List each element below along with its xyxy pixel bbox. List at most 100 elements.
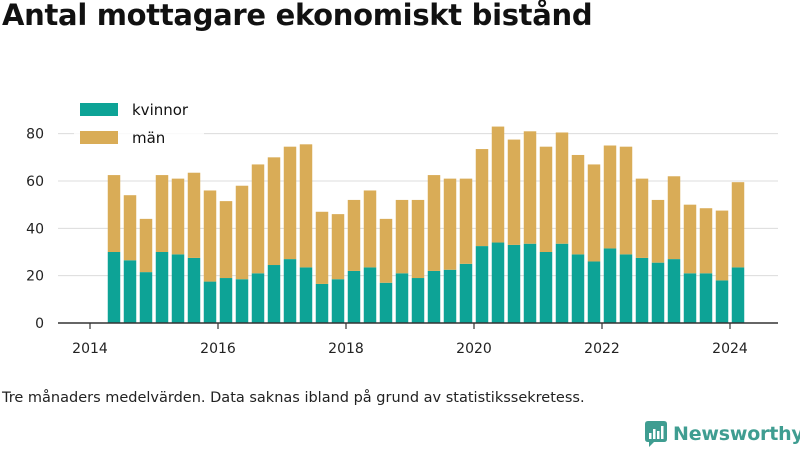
chart-caption: Tre månaders medelvärden. Data saknas ib… (2, 390, 585, 406)
bar-man (507, 139, 521, 245)
bar-man (107, 175, 121, 252)
bar-man (539, 146, 553, 252)
bar-man (331, 214, 345, 280)
bar-kvinnor (619, 254, 633, 323)
brand-name: Newsworthy (673, 423, 800, 445)
bar-kvinnor (155, 252, 169, 323)
bar-man (299, 144, 313, 268)
bar-kvinnor (667, 259, 681, 323)
bar-man (651, 199, 665, 263)
x-tick-label: 2016 (200, 341, 236, 357)
bar-kvinnor (731, 267, 745, 323)
bar-man (523, 131, 537, 244)
bar-kvinnor (267, 265, 281, 323)
bar-man (491, 126, 505, 243)
bar-man (427, 175, 441, 271)
bar-kvinnor (107, 252, 121, 323)
legend-label: kvinnor (132, 101, 189, 119)
bar-man (699, 208, 713, 274)
bar-kvinnor (491, 242, 505, 323)
bar-man (459, 178, 473, 264)
bar-kvinnor (347, 270, 361, 323)
bar-man (603, 145, 617, 249)
bar-kvinnor (683, 273, 697, 323)
bar-kvinnor (715, 280, 729, 323)
bar-kvinnor (443, 269, 457, 323)
bar-man (171, 178, 185, 255)
bar-kvinnor (411, 278, 425, 323)
bar-kvinnor (331, 279, 345, 323)
bar-kvinnor (123, 260, 137, 323)
bar-kvinnor (571, 254, 585, 323)
bar-man (267, 157, 281, 266)
legend: kvinnor män (74, 96, 204, 152)
bar-man (187, 172, 201, 258)
bar-man (123, 195, 137, 261)
bar-man (219, 201, 233, 279)
bar-man (203, 190, 217, 282)
legend-label: män (132, 129, 165, 147)
bar-series (107, 126, 745, 323)
y-tick-label: 0 (35, 316, 44, 332)
chart-title: Antal mottagare ekonomiskt bistånd (2, 0, 593, 32)
bar-man (667, 176, 681, 260)
bar-kvinnor (699, 273, 713, 323)
bar-man (587, 164, 601, 262)
bar-man (315, 211, 329, 284)
bar-man (571, 154, 585, 255)
bar-man (155, 175, 169, 252)
bar-man (235, 185, 249, 280)
bar-kvinnor (379, 282, 393, 323)
bar-man (619, 146, 633, 255)
bar-man (555, 132, 569, 244)
bar-man (379, 218, 393, 283)
x-tick-label: 2022 (584, 341, 620, 357)
bar-kvinnor (427, 270, 441, 323)
bar-kvinnor (603, 248, 617, 323)
bar-kvinnor (171, 254, 185, 323)
bar-kvinnor (251, 273, 265, 323)
bar-man (683, 204, 697, 274)
bar-kvinnor (187, 257, 201, 323)
bar-kvinnor (555, 243, 569, 323)
bar-kvinnor (363, 267, 377, 323)
newsworthy-logo-icon (645, 421, 667, 447)
bar-man (139, 218, 153, 273)
bar-kvinnor (283, 259, 297, 323)
bar-man (443, 178, 457, 270)
legend-swatch (80, 103, 118, 116)
bar-kvinnor (235, 279, 249, 323)
bar-kvinnor (203, 281, 217, 323)
bar-man (347, 199, 361, 271)
legend-swatch (80, 131, 118, 144)
bar-kvinnor (651, 262, 665, 323)
bar-man (411, 199, 425, 279)
bar-man (635, 178, 649, 258)
x-tick-label: 2018 (328, 341, 364, 357)
bar-kvinnor (315, 283, 329, 323)
bar-kvinnor (395, 273, 409, 323)
bar-kvinnor (459, 263, 473, 323)
bar-man (475, 149, 489, 247)
x-tick-label: 2024 (712, 341, 748, 357)
brand-logo: Newsworthy (645, 420, 800, 448)
bar-kvinnor (523, 243, 537, 323)
bar-man (251, 164, 265, 274)
y-tick-label: 20 (26, 269, 44, 285)
bar-man (283, 146, 297, 260)
bar-man (363, 190, 377, 268)
x-tick-label: 2014 (72, 341, 108, 357)
y-tick-label: 40 (26, 221, 44, 237)
x-tick-label: 2020 (456, 341, 492, 357)
bar-kvinnor (587, 261, 601, 323)
bar-kvinnor (299, 267, 313, 323)
bar-kvinnor (219, 278, 233, 323)
y-tick-label: 60 (26, 174, 44, 190)
axes: 0 20 40 60 80 2014 2016 2018 2020 2022 2024 (26, 127, 778, 357)
y-tick-label: 80 (26, 127, 44, 143)
bar-man (395, 199, 409, 274)
bar-kvinnor (539, 252, 553, 323)
bar-kvinnor (635, 257, 649, 323)
bar-man (715, 210, 729, 281)
